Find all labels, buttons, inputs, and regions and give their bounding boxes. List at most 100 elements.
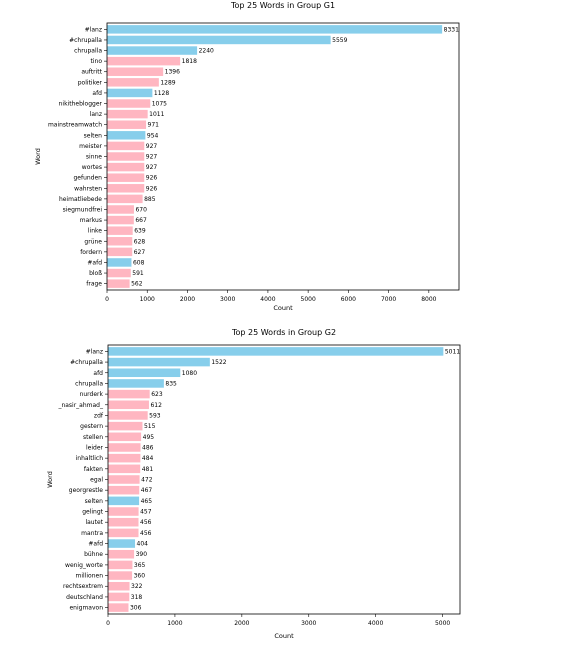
y-tick-label: #afd: [88, 541, 103, 548]
chart-g2: Top 25 Words in Group G2 Count Word #lan…: [46, 328, 461, 640]
y-tick-label: grüne: [84, 238, 102, 245]
y-tick-label: tino: [91, 58, 103, 65]
y-tick-label: gestern: [80, 423, 103, 430]
bar: [108, 379, 164, 388]
bar: [107, 56, 181, 66]
y-tick-label: inhaltlich: [76, 455, 104, 462]
y-tick-label: stellen: [83, 434, 103, 441]
data-label: 623: [151, 391, 163, 398]
plot-frame: [107, 344, 461, 615]
y-tick-label: #afd: [87, 259, 102, 266]
y-axis-label: Word: [46, 471, 54, 488]
y-tick-label: linke: [88, 228, 102, 235]
data-label: 404: [137, 541, 149, 548]
x-axis-label: Count: [274, 632, 294, 640]
y-tick-label: millionen: [76, 573, 104, 580]
data-label: 1522: [211, 359, 226, 366]
y-tick-label: bühne: [84, 551, 103, 558]
data-label: 1080: [182, 370, 197, 377]
y-tick-label: #chrupalla: [69, 37, 102, 44]
data-label: 1396: [165, 69, 180, 76]
y-tick-label: chrupalla: [74, 48, 102, 55]
y-tick-label: enigmavon: [69, 605, 103, 612]
bar: [108, 368, 181, 378]
x-tick-label: 5000: [301, 296, 316, 303]
bar: [107, 268, 131, 278]
data-label: 360: [134, 573, 146, 580]
bar: [107, 205, 134, 214]
y-tick-label: nikitheblogger: [59, 101, 103, 108]
data-label: 1128: [154, 90, 169, 97]
bar: [107, 226, 133, 235]
y-tick-label: #chrupalla: [70, 359, 103, 366]
data-label: 926: [146, 185, 158, 192]
data-label: 1818: [182, 58, 197, 65]
bar: [107, 67, 164, 76]
bar: [108, 603, 129, 612]
data-label: 954: [147, 132, 159, 139]
x-tick-label: 0: [105, 296, 109, 303]
y-tick-label: wortes: [82, 164, 102, 171]
data-label: 1289: [160, 79, 175, 86]
bar: [107, 258, 132, 267]
data-label: 8331: [444, 26, 459, 33]
x-tick-label: 2000: [234, 620, 249, 627]
y-tick-label: nurderk: [80, 391, 104, 398]
y-tick-label: siegmundfrei: [63, 206, 103, 213]
y-tick-label: mantra: [81, 530, 103, 537]
bar: [107, 215, 134, 225]
data-label: 627: [134, 249, 146, 256]
y-tick-label: egal: [90, 477, 103, 484]
data-label: 306: [130, 605, 142, 612]
y-tick-label: afd: [92, 90, 102, 97]
data-label: 2240: [199, 48, 214, 55]
data-label: 612: [150, 402, 162, 409]
y-tick-label: politiker: [78, 79, 103, 86]
x-tick-label: 4000: [260, 296, 275, 303]
bar: [107, 247, 133, 257]
y-tick-label: rechtsextrem: [63, 583, 103, 590]
bar: [108, 464, 141, 474]
bar: [107, 162, 145, 172]
y-tick-label: selten: [85, 498, 104, 505]
y-tick-label: lanz: [90, 111, 102, 118]
bar: [107, 46, 198, 55]
data-label: 467: [141, 487, 153, 494]
bar: [108, 347, 444, 356]
bar: [108, 432, 142, 442]
y-tick-label: gefunden: [73, 175, 102, 182]
data-label: 835: [165, 380, 177, 387]
y-tick-label: sinne: [86, 154, 102, 161]
y-tick-label: mainstreamwatch: [48, 122, 102, 129]
bar: [108, 507, 139, 516]
data-label: 593: [149, 412, 161, 419]
y-axis-label: Word: [34, 148, 42, 165]
data-label: 481: [142, 466, 154, 473]
bar: [107, 109, 148, 119]
x-tick-label: 4000: [368, 620, 383, 627]
bar: [108, 443, 141, 452]
bar: [107, 194, 143, 204]
y-tick-label: wenig_worte: [65, 562, 103, 569]
data-label: 628: [134, 238, 146, 245]
bar: [108, 592, 130, 602]
y-tick-label: bloß: [89, 270, 102, 277]
chart-g1: Top 25 Words in Group G1 Count Word #lan…: [34, 1, 460, 312]
y-tick-label: gelingt: [82, 509, 103, 516]
x-tick-label: 7000: [381, 296, 396, 303]
x-axis-label: Count: [273, 304, 293, 312]
data-label: 318: [131, 594, 143, 601]
data-label: 1075: [152, 101, 167, 108]
y-tick-label: chrupalla: [75, 380, 103, 387]
bar: [107, 237, 133, 246]
data-label: 5559: [332, 37, 347, 44]
y-tick-label: fakten: [84, 466, 103, 473]
y-tick-label: leider: [86, 444, 104, 451]
data-label: 472: [141, 477, 153, 484]
bar: [107, 78, 159, 87]
bar: [108, 581, 130, 591]
data-label: 667: [135, 217, 147, 224]
y-tick-label: meister: [79, 143, 102, 150]
data-label: 456: [140, 530, 152, 537]
y-tick-label: lautet: [85, 519, 103, 526]
